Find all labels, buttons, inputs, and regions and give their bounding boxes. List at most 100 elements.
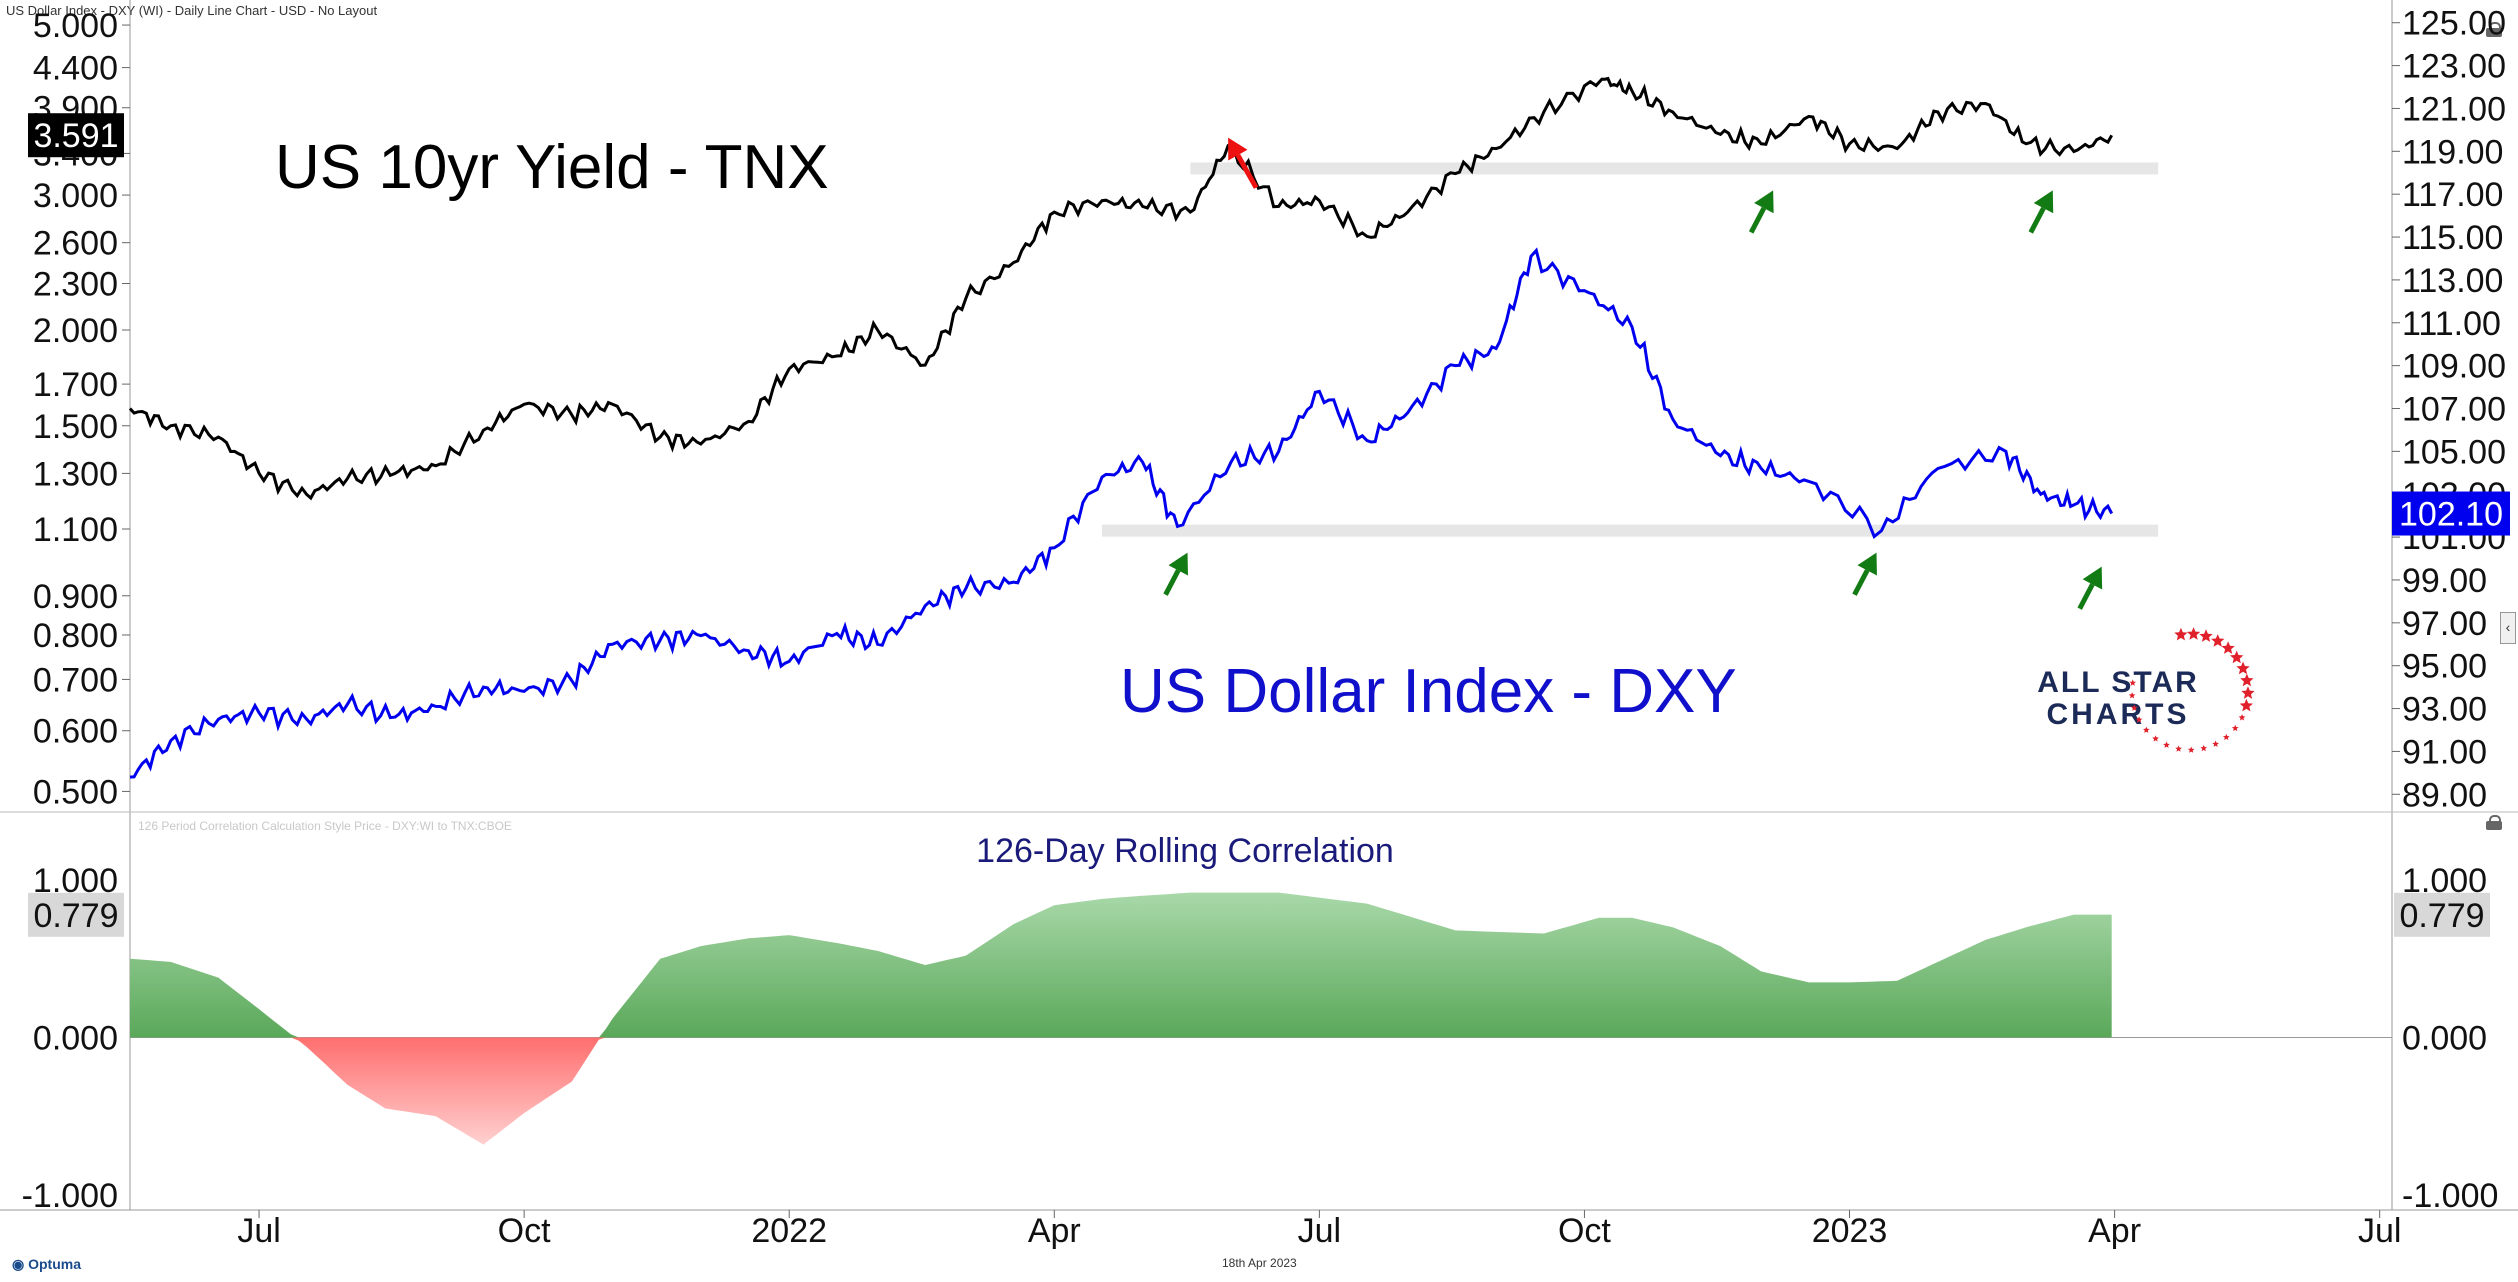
annotation-labels: US 10yr Yield - TNX US Dollar Index - DX…	[275, 133, 1737, 726]
logo-star	[2186, 627, 2201, 640]
logo-star	[2130, 704, 2138, 711]
dxy-tick-label: 95.00	[2402, 648, 2487, 686]
last-value-tags: 3.591 102.10 0.779 0.779	[28, 113, 2510, 937]
time-tick-label: Jul	[2358, 1212, 2401, 1250]
tnx-tick-label: 0.700	[33, 661, 118, 699]
red-arrow-shaft	[1235, 153, 1259, 189]
tnx-tick-label: 2.600	[33, 225, 118, 263]
time-tick-label: Oct	[498, 1212, 551, 1250]
dxy-tick-label: 119.00	[2402, 133, 2503, 171]
support-band	[1101, 524, 2159, 537]
tnx-axis: 5.0004.4003.9003.4003.0002.6002.3002.000…	[33, 7, 130, 811]
dxy-tick-label: 113.00	[2402, 262, 2503, 300]
logo-star	[2199, 629, 2213, 642]
green-arrow-shaft	[1852, 569, 1870, 596]
lock-icon-bottom[interactable]	[2486, 815, 2502, 830]
correlation-positive-area	[130, 892, 2112, 1038]
logo-star	[2241, 686, 2255, 699]
chart-header: US Dollar Index - DXY (WI) - Daily Line …	[6, 3, 378, 18]
correlation-last-value-right-text: 0.779	[2399, 897, 2484, 935]
logo-star	[2152, 735, 2159, 742]
time-tick-label: Apr	[2088, 1212, 2141, 1250]
dxy-axis: 125.00 123.00 121.00 119.00 117.00 115.00 113.…	[2392, 5, 2506, 814]
green-arrow-head	[1857, 552, 1877, 576]
logo-star	[2174, 627, 2188, 641]
dxy-last-value-text: 102.10	[2399, 496, 2503, 534]
date-stamp: 18th Apr 2023	[1222, 1256, 1297, 1270]
logo-line2: CHARTS	[2047, 698, 2190, 731]
tnx-tick-label: 1.300	[33, 455, 118, 493]
correlation-tick-label-left: -1.000	[22, 1177, 118, 1215]
correlation-tick-label-left: 0.000	[33, 1020, 118, 1058]
time-axis: Jul Oct 2022 Apr Jul Oct 2023 Apr Jul	[237, 1210, 2401, 1250]
logo-star	[2129, 679, 2136, 686]
time-tick-label: Oct	[1558, 1212, 1611, 1250]
green-arrow-head	[1168, 552, 1188, 576]
tnx-tick-label: 0.900	[33, 578, 118, 616]
brand-logo: ◉ Optuma	[12, 1256, 81, 1272]
logo-star	[2135, 716, 2143, 723]
time-tick-label: 2022	[751, 1212, 827, 1250]
green-arrow-shaft	[2077, 583, 2095, 610]
green-arrow-shaft	[1163, 569, 1181, 596]
logo-star	[2175, 745, 2182, 752]
dxy-tick-label: 115.00	[2402, 219, 2503, 257]
dxy-tick-label: 89.00	[2402, 776, 2487, 814]
green-arrow-shaft	[2028, 206, 2046, 234]
dxy-tick-label: 105.00	[2402, 433, 2506, 471]
dxy-tick-label: 123.00	[2402, 48, 2506, 86]
tnx-tick-label: 0.600	[33, 713, 118, 751]
logo-star	[2187, 746, 2195, 753]
allstarcharts-logo: ALL STAR CHARTS	[2037, 627, 2255, 753]
indicator-caption: 126 Period Correlation Calculation Style…	[138, 819, 512, 833]
tnx-tick-label: 0.500	[33, 773, 118, 811]
logo-star	[2236, 661, 2250, 675]
green-arrow-head	[2033, 190, 2054, 214]
green-arrow-shaft	[1748, 206, 1767, 234]
time-tick-label: Jul	[1298, 1212, 1341, 1250]
correlation-title: 126-Day Rolling Correlation	[976, 832, 1394, 870]
tnx-tick-label: 1.100	[33, 511, 118, 549]
logo-star	[2223, 733, 2230, 741]
lock-icon-top[interactable]	[2486, 22, 2502, 37]
logo-star	[2239, 698, 2253, 712]
logo-star	[2230, 650, 2244, 664]
correlation-tick-label-right: -1.000	[2402, 1177, 2498, 1215]
logo-star	[2221, 641, 2235, 654]
tnx-tick-label: 0.800	[33, 617, 118, 655]
correlation-last-value-right-bg	[2394, 892, 2490, 937]
dxy-tick-label: 117.00	[2402, 176, 2503, 214]
price-series	[128, 76, 2114, 779]
dxy-last-value-bg	[2392, 491, 2510, 536]
correlation-panel: 126 Period Correlation Calculation Style…	[22, 819, 2499, 1215]
dxy-tick-label: 97.00	[2402, 605, 2487, 643]
logo-star	[2212, 740, 2219, 747]
tnx-tick-label: 2.000	[33, 312, 118, 350]
tnx-tick-label: 1.700	[33, 366, 118, 404]
panel-collapse-chevron-icon[interactable]: ‹	[2500, 612, 2516, 644]
correlation-last-value-left-text: 0.779	[33, 897, 118, 935]
tnx-last-value-text: 3.591	[33, 117, 118, 155]
annotation-arrows	[1163, 137, 2103, 610]
red-arrow-head	[1228, 137, 1248, 161]
tnx-tick-label: 4.400	[33, 50, 118, 88]
dxy-tick-label: 99.00	[2402, 562, 2487, 600]
logo-star	[2240, 673, 2254, 687]
dxy-tick-label: 111.00	[2402, 305, 2501, 343]
dxy-tick-label: 107.00	[2402, 391, 2506, 429]
tnx-tick-label: 3.000	[33, 177, 118, 215]
correlation-tick-label-right: 0.000	[2402, 1020, 2487, 1058]
time-tick-label: 2023	[1812, 1212, 1888, 1250]
logo-star	[2231, 724, 2239, 732]
dxy-tick-label: 93.00	[2402, 691, 2487, 729]
tnx-line	[128, 76, 2114, 501]
logo-star	[2238, 714, 2246, 721]
tnx-title: US 10yr Yield - TNX	[275, 133, 829, 202]
green-arrow-head	[1754, 190, 1774, 214]
logo-star	[2128, 692, 2136, 699]
tnx-tick-label: 2.300	[33, 266, 118, 304]
time-tick-label: Apr	[1028, 1212, 1081, 1250]
tnx-last-value-bg	[28, 113, 124, 158]
dxy-line	[129, 247, 2114, 779]
